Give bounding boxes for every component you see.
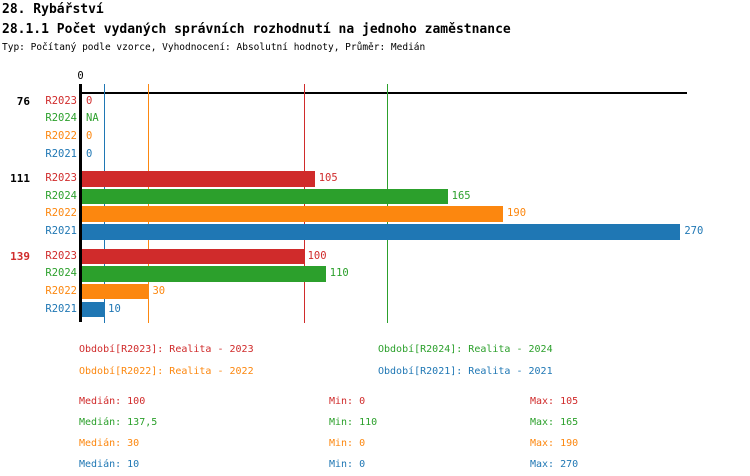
series-label-R2021: R2021 [45, 225, 77, 238]
stat-R2022-median: Medián: 30 [79, 438, 140, 449]
stat-R2024-min: Min: 110 [329, 417, 378, 428]
chart-subtitle: 28.1.1 Počet vydaných správních rozhodnu… [2, 22, 511, 37]
legend-item-R2024: Období[R2024]: Realita - 2024 [378, 344, 553, 355]
bar-R2024 [82, 266, 326, 282]
series-label-R2022: R2022 [45, 284, 77, 297]
bar-value-label: 105 [318, 172, 338, 184]
group-label: 139 [10, 249, 30, 263]
bar-value-label: 0 [86, 147, 93, 160]
bar-R2024 [82, 188, 448, 205]
bar-R2021 [82, 224, 681, 240]
stat-R2023-min: Min: 0 [329, 396, 366, 407]
series-label-R2022: R2022 [45, 207, 77, 220]
bar-value-label: 165 [451, 189, 471, 202]
stat-R2024-max: Max: 165 [530, 417, 579, 428]
stat-R2023-max: Max: 105 [530, 396, 579, 407]
group-label: 76 [16, 94, 30, 108]
bar-R2023 [82, 248, 304, 264]
chart-meta-info: Typ: Počítaný podle vzorce, Vyhodnocení:… [2, 42, 426, 53]
bar-R2023 [82, 171, 315, 187]
bar-R2022 [82, 206, 504, 222]
bar-R2021 [82, 301, 105, 318]
stat-R2022-max: Max: 190 [530, 438, 579, 449]
axis-tick-label: 0 [77, 70, 84, 82]
y-axis-line [79, 84, 82, 322]
bar-value-label: 0 [86, 129, 93, 142]
legend-item-R2022: Období[R2022]: Realita - 2022 [79, 366, 254, 377]
stat-R2024-median: Medián: 137,5 [79, 417, 158, 428]
series-label-R2024: R2024 [45, 189, 77, 202]
bar-value-label: 0 [86, 94, 93, 107]
bar-value-label: 10 [108, 302, 121, 315]
page-title: 28. Rybářství [2, 2, 104, 17]
stat-R2021-min: Min: 0 [329, 459, 366, 470]
series-label-R2023: R2023 [45, 172, 77, 184]
stat-R2022-min: Min: 0 [329, 438, 366, 449]
series-label-R2021: R2021 [45, 147, 77, 160]
legend-item-R2021: Období[R2021]: Realita - 2021 [378, 366, 553, 377]
group-label: 111 [10, 172, 30, 185]
series-label-R2023: R2023 [45, 94, 77, 107]
bar-value-label: 30 [152, 284, 166, 297]
bar-value-label: 270 [684, 225, 704, 238]
x-axis-line [79, 92, 687, 94]
bar-value-label: NA [86, 112, 99, 125]
stat-R2023-median: Medián: 100 [79, 396, 146, 407]
bar-value-label: 190 [507, 207, 527, 220]
series-label-R2022: R2022 [45, 129, 77, 142]
series-label-R2024: R2024 [45, 112, 77, 125]
series-label-R2023: R2023 [45, 249, 77, 262]
series-label-R2024: R2024 [45, 267, 77, 280]
bar-value-label: 110 [329, 267, 349, 280]
series-label-R2021: R2021 [45, 302, 77, 315]
bar-R2022 [82, 283, 149, 300]
bar-value-label: 100 [307, 249, 327, 262]
stat-R2021-max: Max: 270 [530, 459, 579, 470]
stat-R2021-median: Medián: 10 [79, 459, 140, 470]
legend-item-R2023: Období[R2023]: Realita - 2023 [79, 344, 254, 355]
